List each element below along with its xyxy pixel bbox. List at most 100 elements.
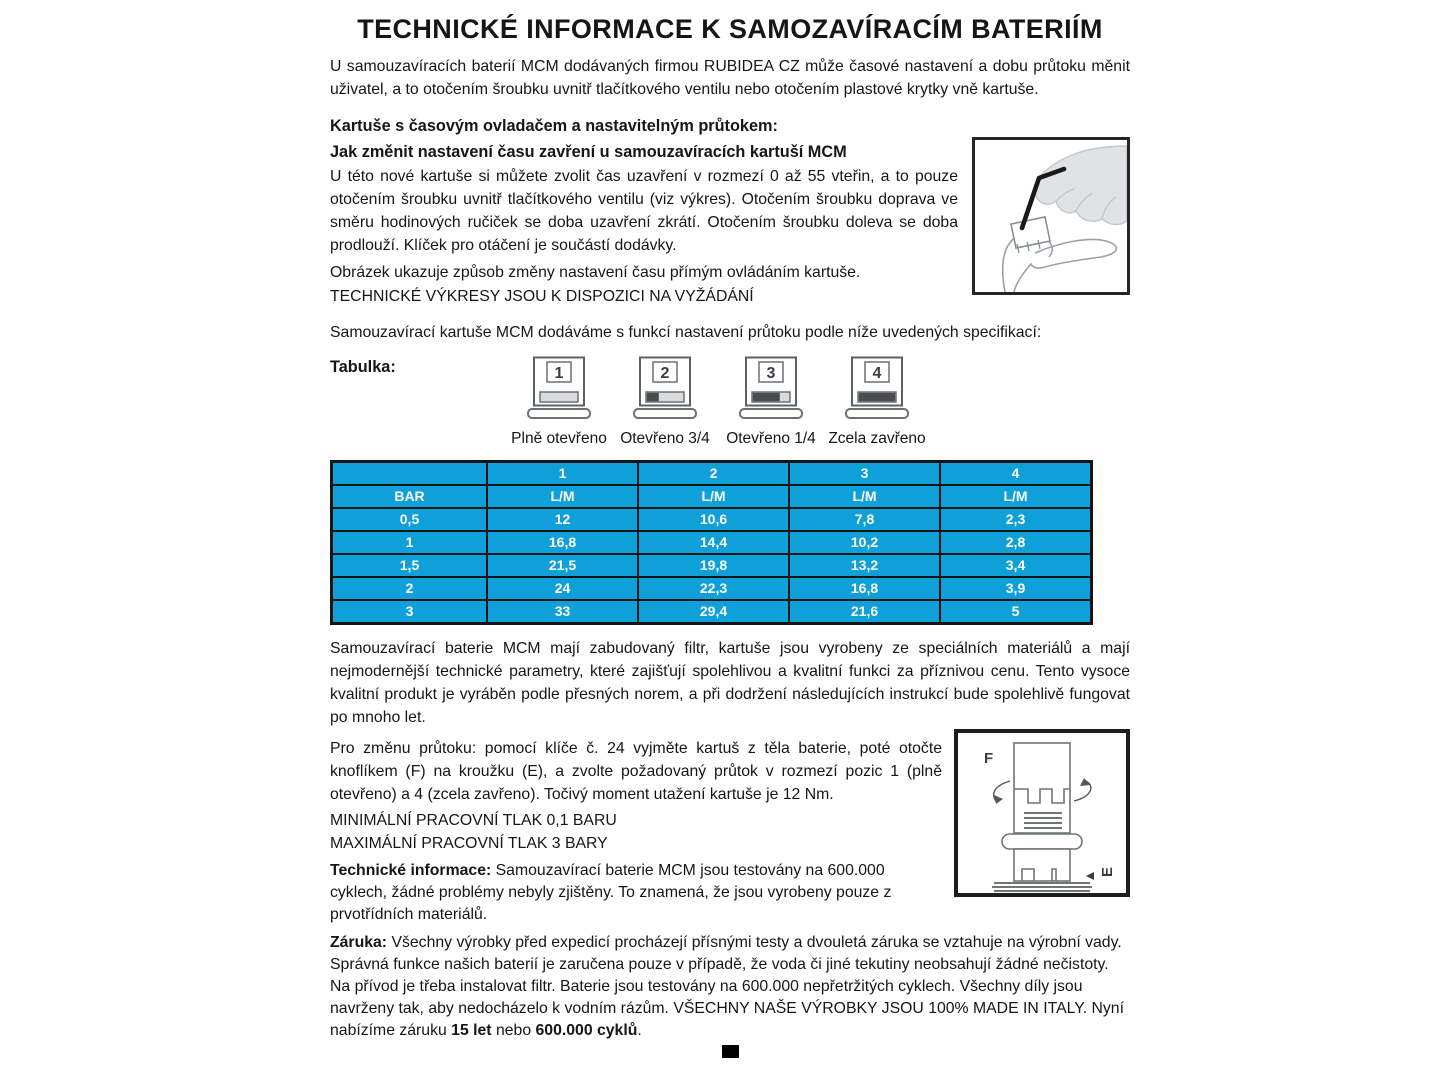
warranty-cycles: 600.000 cyklů (535, 1022, 638, 1039)
cartridge-position-2-icon: 2 (633, 356, 697, 419)
table-cell: 5 (939, 599, 1093, 625)
svg-text:1: 1 (555, 365, 564, 382)
position-2: 2 Otevřeno 3/4 (612, 356, 718, 448)
cartridge-position-1-icon: 1 (527, 356, 591, 419)
table-cell: 19,8 (637, 553, 790, 578)
valve-outline (1010, 216, 1051, 254)
table-cell: 21,6 (788, 599, 941, 625)
svg-text:2: 2 (661, 365, 670, 382)
table-cell: 13,2 (788, 553, 941, 578)
table-cell: 33 (486, 599, 639, 625)
flow-rate-table: 1 2 3 4 BAR L/M L/M L/M L/M 0,5 12 10,6 … (330, 460, 1093, 625)
position-1: 1 Plně otevřeno (506, 356, 612, 448)
svg-text:3: 3 (767, 365, 776, 382)
table-cell: 2 (637, 460, 790, 486)
table-cell: 16,8 (788, 576, 941, 601)
hand-with-key-illustration (1001, 145, 1128, 293)
table-cell: 0,5 (330, 507, 488, 532)
label-f: F (984, 750, 993, 767)
cartridge-diagram-figure: F E (954, 729, 1130, 897)
flow-change-paragraph: Pro změnu průtoku: pomocí klíče č. 24 vy… (330, 740, 942, 803)
table-cell: 21,5 (486, 553, 639, 578)
table-cell: 7,8 (788, 507, 941, 532)
table-cell: 2,3 (939, 507, 1093, 532)
table-cell: 3,9 (939, 576, 1093, 601)
quality-paragraph: Samouzavírací baterie MCM mají zabudovan… (330, 640, 1130, 726)
table-cell: L/M (788, 484, 941, 509)
time-setting-paragraph: U této nové kartuše si můžete zvolit čas… (330, 168, 958, 254)
table-row: BAR L/M L/M L/M L/M (330, 484, 1093, 509)
position-label: Otevřeno 3/4 (620, 430, 710, 447)
table-cell: 1 (330, 530, 488, 555)
table-cell: L/M (637, 484, 790, 509)
position-icons-row: Tabulka: 1 Plně otevřeno (330, 356, 1130, 448)
table-cell: 16,8 (486, 530, 639, 555)
table-row: 1 2 3 4 (330, 460, 1093, 486)
table-row: 0,5 12 10,6 7,8 2,3 (330, 507, 1093, 532)
table-cell: 24 (486, 576, 639, 601)
cartridge-position-3-icon: 3 (739, 356, 803, 419)
position-4: 4 Zcela zavřeno (824, 356, 930, 448)
table-row: 1 16,8 14,4 10,2 2,8 (330, 530, 1093, 555)
position-label: Otevřeno 1/4 (726, 430, 816, 447)
cartridge-lower-body (1013, 848, 1071, 882)
cartridge-grooves (1024, 812, 1062, 829)
heading-cartridge: Kartuše s časovým ovladačem a nastavitel… (330, 117, 778, 135)
table-cell: 22,3 (637, 576, 790, 601)
warranty-years: 15 let (451, 1022, 492, 1039)
cartridge-upper-body (1013, 742, 1071, 834)
table-row: 2 24 22,3 16,8 3,9 (330, 576, 1093, 601)
cartridge-diagram-illustration: F E (984, 742, 1116, 892)
table-cell: BAR (330, 484, 488, 509)
table-cell: 10,2 (788, 530, 941, 555)
table-cell: 14,4 (637, 530, 790, 555)
position-label: Zcela zavřeno (828, 430, 926, 447)
document-content: TECHNICKÉ INFORMACE K SAMOZAVÍRACÍM BATE… (330, 8, 1130, 1058)
table-cell: 3,4 (939, 553, 1093, 578)
warranty-paragraph: Záruka: Všechny výrobky před expedicí pr… (330, 932, 1130, 1042)
tech-info-paragraph: Technické informace: Samouzavírací bater… (330, 860, 1130, 926)
flow-intro-paragraph: Samouzavírací kartuše MCM dodáváme s fun… (330, 324, 1042, 341)
table-cell: L/M (486, 484, 639, 509)
warranty-body: Všechny výrobky před expedicí procházejí… (330, 934, 1124, 1039)
figure-caption: Obrázek ukazuje způsob změny nastavení č… (330, 264, 861, 281)
position-label: Plně otevřeno (511, 430, 607, 447)
table-cell: 2 (330, 576, 488, 601)
cartridge-notches (1014, 788, 1070, 804)
table-cell: 1 (486, 460, 639, 486)
table-cell (330, 460, 488, 486)
table-cell: 29,4 (637, 599, 790, 625)
label-e-arrow-icon (1086, 872, 1094, 880)
hand-icon (1034, 145, 1128, 226)
page-marker (721, 1045, 739, 1058)
max-pressure-line: MAXIMÁLNÍ PRACOVNÍ TLAK 3 BARY (330, 835, 608, 852)
warranty-mid: nebo (491, 1022, 536, 1039)
cartridge-base-threads (992, 882, 1092, 892)
table-cell: 2,8 (939, 530, 1093, 555)
table-cell: 3 (330, 599, 488, 625)
svg-text:4: 4 (873, 365, 882, 382)
position-3: 3 Otevřeno 1/4 (718, 356, 824, 448)
table-row: 3 33 29,4 21,6 5 (330, 599, 1093, 625)
table-label: Tabulka: (330, 358, 396, 376)
allen-key-icon (1019, 166, 1067, 231)
tech-info-lead: Technické informace: (330, 862, 492, 879)
warranty-end: . (637, 1022, 642, 1039)
intro-paragraph: U samouzavíracích baterií MCM dodávaných… (330, 58, 1130, 98)
label-e: E (1099, 867, 1116, 877)
tech-info-body: Samouzavírací baterie MCM jsou testovány… (330, 862, 892, 923)
heading-how: Jak změnit nastavení času zavření u samo… (330, 143, 847, 161)
table-row: 1,5 21,5 19,8 13,2 3,4 (330, 553, 1093, 578)
hand-with-key-figure (972, 137, 1130, 295)
cartridge-position-4-icon: 4 (845, 356, 909, 419)
table-cell: L/M (939, 484, 1093, 509)
table-cell: 4 (939, 460, 1093, 486)
table-cell: 10,6 (637, 507, 790, 532)
rotation-arrows-icon (992, 778, 1092, 804)
position-icons: 1 Plně otevřeno 2 Otevřen (506, 356, 930, 448)
cartridge-lower-notches (1021, 868, 1057, 881)
min-pressure-line: MINIMÁLNÍ PRACOVNÍ TLAK 0,1 BARU (330, 812, 617, 829)
table-cell: 12 (486, 507, 639, 532)
cartridge-collar (1001, 833, 1083, 850)
